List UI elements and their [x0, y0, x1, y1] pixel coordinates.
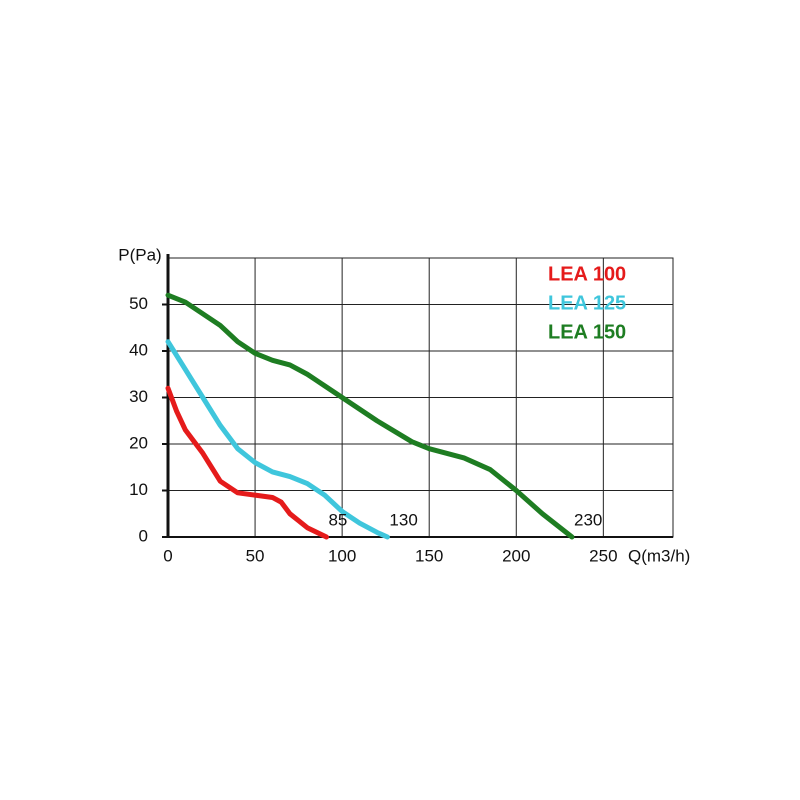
- y-axis-label: P(Pa): [118, 245, 161, 264]
- y-tick-label: 0: [139, 526, 148, 545]
- line-series: [165, 385, 329, 540]
- legend-entry: LEA 150: [548, 321, 626, 343]
- x-tick-label: 150: [415, 546, 443, 565]
- y-tick-label: 10: [129, 480, 148, 499]
- x-tick-label: 50: [246, 546, 265, 565]
- y-tick-label: 30: [129, 387, 148, 406]
- x-tick-label: 200: [502, 546, 530, 565]
- end-label: 230: [574, 510, 602, 529]
- line-series: [165, 292, 575, 540]
- x-tick-label: 100: [328, 546, 356, 565]
- y-tick-label: 50: [129, 294, 148, 313]
- x-axis-label: Q(m3/h): [628, 546, 690, 565]
- end-label: 130: [389, 510, 417, 529]
- legend-entry: LEA 100: [548, 263, 626, 285]
- x-tick-label: 0: [163, 546, 172, 565]
- x-tick-label: 250: [589, 546, 617, 565]
- line-series: [165, 339, 390, 540]
- legend-entry: LEA 125: [548, 292, 626, 314]
- y-tick-label: 40: [129, 340, 148, 359]
- end-label: 85: [328, 510, 347, 529]
- y-tick-label: 20: [129, 433, 148, 452]
